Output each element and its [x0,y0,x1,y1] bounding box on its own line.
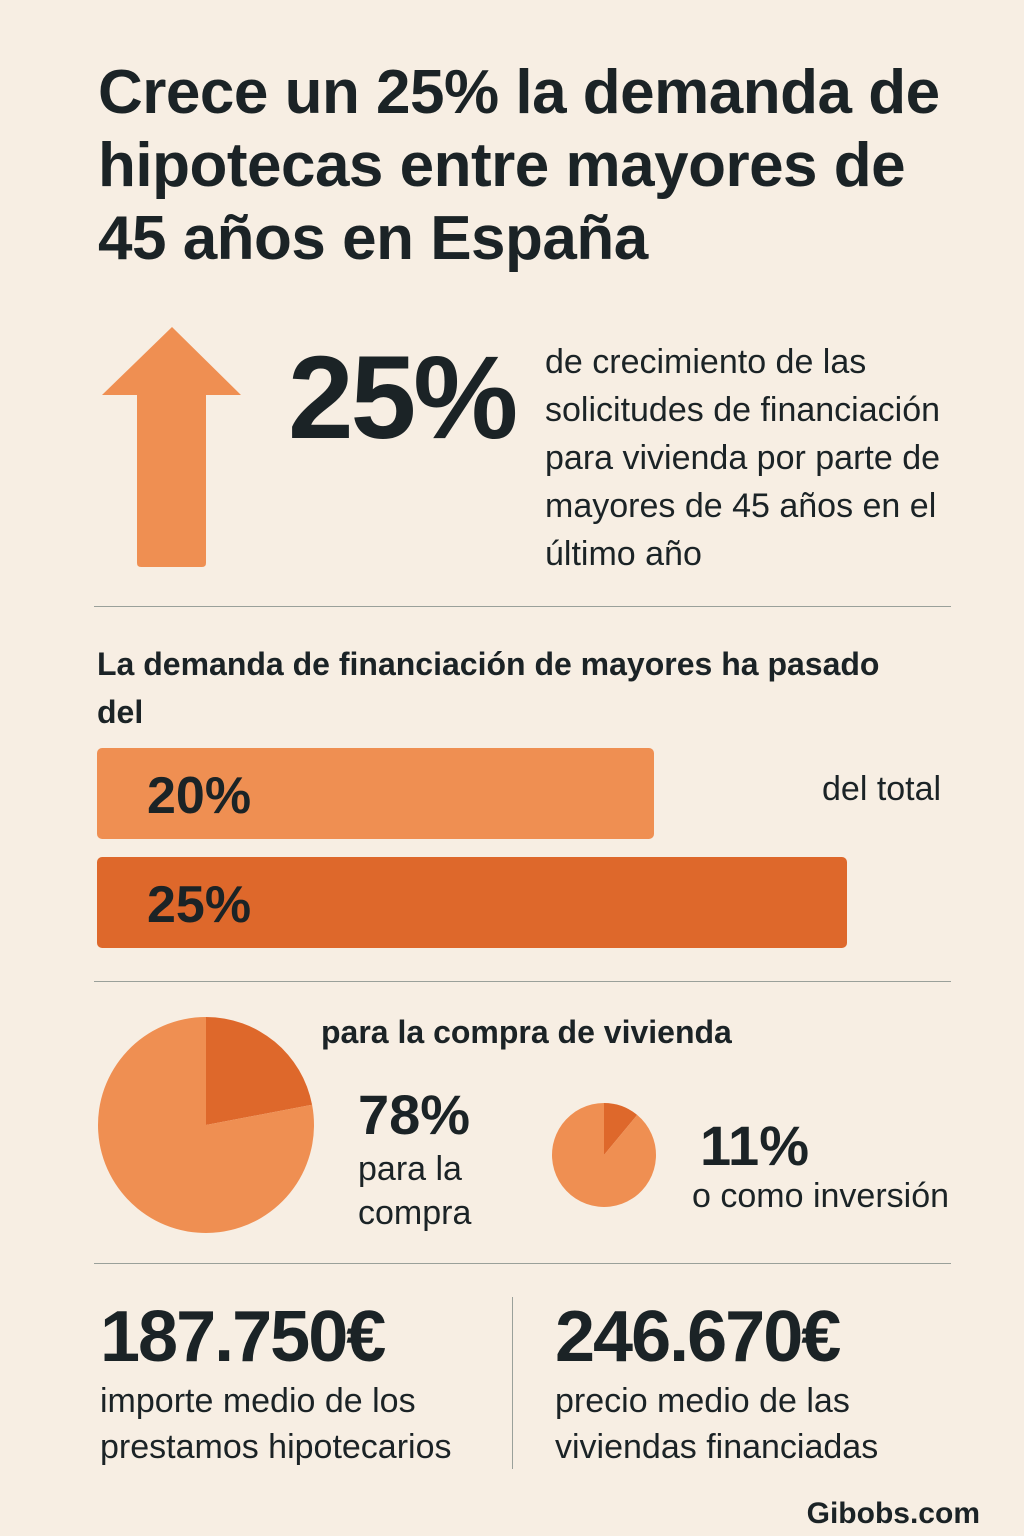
bar-now-label: 25% [147,876,252,934]
price-amount: 246.670€ [555,1297,841,1377]
purchase-value: 78% [358,1083,471,1146]
brand-logo: Gibobs.com [806,1497,980,1530]
purchase-label: para la compra [358,1150,472,1232]
pie-slice-main [98,1017,315,1233]
growth-description: de crecimiento de las solicitudes de fin… [545,343,941,573]
vertical-divider [512,1297,513,1469]
divider [94,981,951,982]
loan-amount: 187.750€ [100,1297,386,1377]
pie-investment [552,1103,656,1207]
investment-label: o como inversión [692,1177,950,1215]
bar-before: 20% [97,748,654,839]
pie-slice-highlight [604,1103,638,1155]
loan-amount-label: importe medio de los prestamos hipotecar… [100,1382,452,1466]
price-amount-label: precio medio de las viviendas financiada… [555,1382,879,1466]
bar-now: 25% [97,857,847,948]
growth-value: 25% [288,332,518,464]
arrow-up-icon [102,327,241,567]
divider [94,1263,951,1264]
investment-value: 11% [700,1114,809,1177]
pie-slice-main [552,1103,656,1207]
pie-purchase [98,1017,315,1233]
pie-slice-highlight [206,1017,313,1125]
share-heading: La demanda de financiación de mayores ha… [97,646,880,730]
share-suffix: del total [822,770,942,808]
purpose-heading: para la compra de vivienda [321,1014,732,1050]
bar-before-label: 20% [147,767,252,825]
page-title: Crece un 25% la demanda de hipotecas ent… [98,58,940,273]
divider [94,606,951,607]
